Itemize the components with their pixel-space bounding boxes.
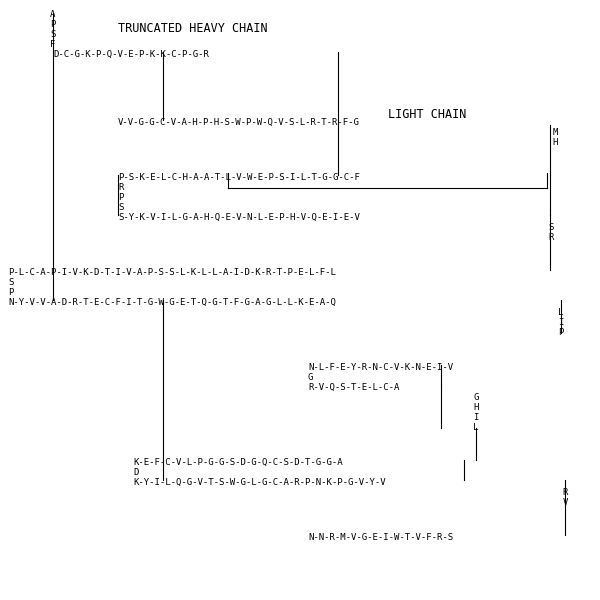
Text: P-S-K-E-L-C-H-A-A-T-L-V-W-E-P-S-I-L-T-G-G-C-F: P-S-K-E-L-C-H-A-A-T-L-V-W-E-P-S-I-L-T-G-… <box>118 173 360 182</box>
Text: N-L-F-E-Y-R-N-C-V-K-N-E-I-V: N-L-F-E-Y-R-N-C-V-K-N-E-I-V <box>308 363 453 372</box>
Text: V: V <box>562 498 568 507</box>
Text: S: S <box>118 203 124 212</box>
Text: M: M <box>553 128 557 137</box>
Text: P: P <box>8 288 13 297</box>
Text: N-N-R-M-V-G-E-I-W-T-V-F-R-S: N-N-R-M-V-G-E-I-W-T-V-F-R-S <box>308 533 453 542</box>
Text: V-V-G-G-C-V-A-H-P-H-S-W-P-W-Q-V-S-L-R-T-R-F-G: V-V-G-G-C-V-A-H-P-H-S-W-P-W-Q-V-S-L-R-T-… <box>118 118 360 127</box>
Text: I: I <box>473 413 479 422</box>
Text: F: F <box>50 40 56 49</box>
Text: G: G <box>473 393 479 402</box>
Text: L: L <box>559 308 563 317</box>
Text: K-E-F-C-V-L-P-G-G-S-D-G-Q-C-S-D-T-G-G-A: K-E-F-C-V-L-P-G-G-S-D-G-Q-C-S-D-T-G-G-A <box>133 458 343 467</box>
Text: D-C-G-K-P-Q-V-E-P-K-K-C-P-G-R: D-C-G-K-P-Q-V-E-P-K-K-C-P-G-R <box>53 50 209 59</box>
Text: TRUNCATED HEAVY CHAIN: TRUNCATED HEAVY CHAIN <box>118 22 268 35</box>
Text: P-L-C-A-P-I-V-K-D-T-I-V-A-P-S-S-L-K-L-L-A-I-D-K-R-T-P-E-L-F-L: P-L-C-A-P-I-V-K-D-T-I-V-A-P-S-S-L-K-L-L-… <box>8 268 336 277</box>
Text: A: A <box>50 10 56 19</box>
Text: K-Y-I-L-Q-G-V-T-S-W-G-L-G-C-A-R-P-N-K-P-G-V-Y-V: K-Y-I-L-Q-G-V-T-S-W-G-L-G-C-A-R-P-N-K-P-… <box>133 478 386 487</box>
Text: H: H <box>553 138 557 147</box>
Text: G: G <box>308 373 313 382</box>
Text: R: R <box>548 233 554 242</box>
Text: R: R <box>118 183 124 192</box>
Text: S: S <box>50 30 56 39</box>
Text: D: D <box>133 468 139 477</box>
Text: I: I <box>559 318 563 327</box>
Text: H: H <box>473 403 479 412</box>
Text: R: R <box>562 488 568 497</box>
Text: S-Y-K-V-I-L-G-A-H-Q-E-V-N-L-E-P-H-V-Q-E-I-E-V: S-Y-K-V-I-L-G-A-H-Q-E-V-N-L-E-P-H-V-Q-E-… <box>118 213 360 222</box>
Text: R-V-Q-S-T-E-L-C-A: R-V-Q-S-T-E-L-C-A <box>308 383 400 392</box>
Text: S: S <box>8 278 13 287</box>
Text: P: P <box>50 20 56 29</box>
Text: N-Y-V-V-A-D-R-T-E-C-F-I-T-G-W-G-E-T-Q-G-T-F-G-A-G-L-L-K-E-A-Q: N-Y-V-V-A-D-R-T-E-C-F-I-T-G-W-G-E-T-Q-G-… <box>8 298 336 307</box>
Text: P: P <box>559 328 563 337</box>
Text: LIGHT CHAIN: LIGHT CHAIN <box>388 108 466 121</box>
Text: P: P <box>118 193 124 202</box>
Text: L: L <box>473 423 479 432</box>
Text: S: S <box>548 223 554 232</box>
